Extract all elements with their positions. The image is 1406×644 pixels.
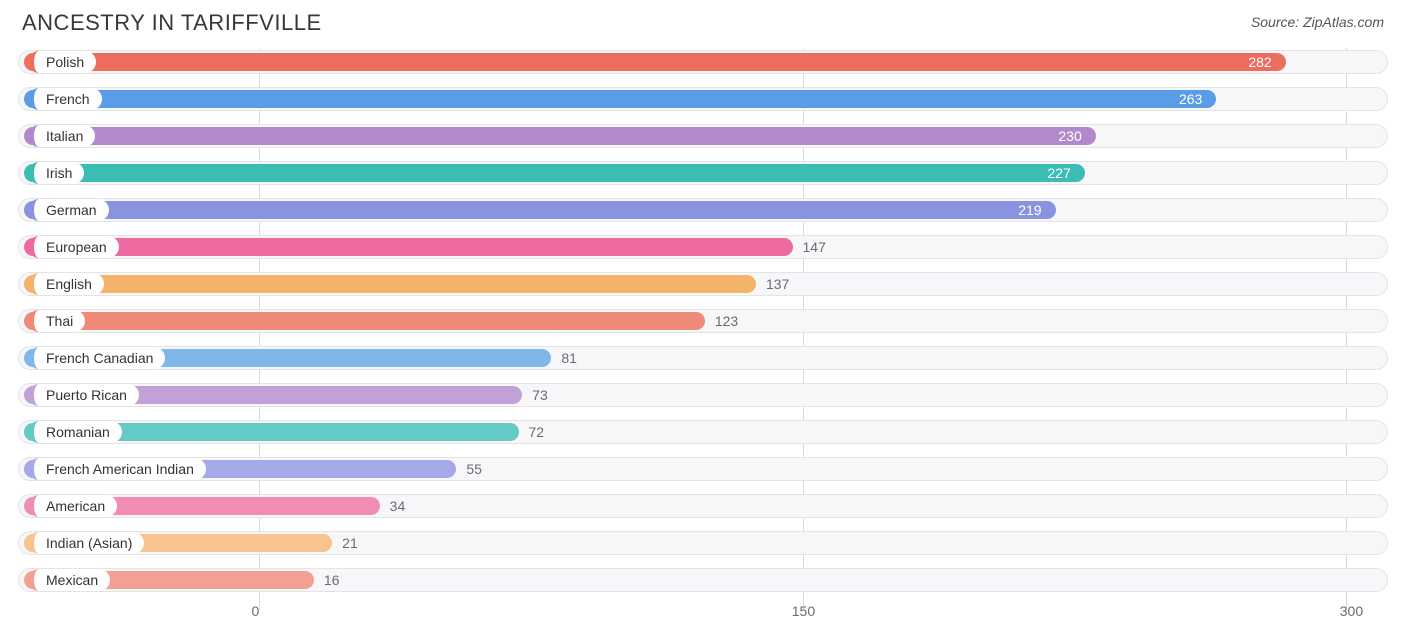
bar-value: 16 (324, 572, 340, 588)
chart-title: ANCESTRY IN TARIFFVILLE (22, 10, 322, 36)
bar (24, 312, 705, 330)
bar-value: 123 (715, 313, 738, 329)
bar-row: English 137 (18, 268, 1388, 300)
category-pill: Puerto Rican (28, 384, 139, 406)
bar-row: German 219 (18, 194, 1388, 226)
bar (24, 90, 1216, 108)
bar-row: Thai 123 (18, 305, 1388, 337)
bar (24, 201, 1056, 219)
category-pill: Polish (28, 51, 96, 73)
bar-row: Indian (Asian) 21 (18, 527, 1388, 559)
bar-value: 73 (532, 387, 548, 403)
bar-row: French 263 (18, 83, 1388, 115)
bar-row: French American Indian 55 (18, 453, 1388, 485)
bar-value: 230 (1058, 128, 1081, 144)
category-pill: French American Indian (28, 458, 206, 480)
x-axis: 0 150 300 (18, 601, 1388, 629)
category-pill: Mexican (28, 569, 110, 591)
bar-row: Romanian 72 (18, 416, 1388, 448)
category-pill: American (28, 495, 117, 517)
bar-row: American 34 (18, 490, 1388, 522)
bar (24, 53, 1286, 71)
axis-tick: 300 (1340, 603, 1363, 619)
bar-row: Polish 282 (18, 46, 1388, 78)
category-pill: Irish (28, 162, 84, 184)
category-pill: Indian (Asian) (28, 532, 144, 554)
bar-row: European 147 (18, 231, 1388, 263)
category-pill: German (28, 199, 109, 221)
bar-value: 137 (766, 276, 789, 292)
category-pill: European (28, 236, 119, 258)
bar-value: 81 (561, 350, 577, 366)
bar-value: 55 (466, 461, 482, 477)
category-pill: French (28, 88, 102, 110)
source-label: Source: ZipAtlas.com (1251, 10, 1384, 30)
bar-value: 219 (1018, 202, 1041, 218)
category-pill: Romanian (28, 421, 122, 443)
bar-row: Irish 227 (18, 157, 1388, 189)
bar (24, 275, 756, 293)
category-pill: Italian (28, 125, 95, 147)
axis-tick: 0 (252, 603, 260, 619)
bar-value: 147 (803, 239, 826, 255)
bar-row: French Canadian 81 (18, 342, 1388, 374)
category-pill: English (28, 273, 104, 295)
bar-row: Puerto Rican 73 (18, 379, 1388, 411)
ancestry-bar-chart: Polish 282 French 263 Italian 230 Irish 227 Germ… (0, 40, 1406, 596)
category-pill: French Canadian (28, 347, 165, 369)
bar-value: 227 (1047, 165, 1070, 181)
bar-row: Italian 230 (18, 120, 1388, 152)
axis-tick: 150 (792, 603, 815, 619)
bar-value: 263 (1179, 91, 1202, 107)
bar-row: Mexican 16 (18, 564, 1388, 596)
chart-header: ANCESTRY IN TARIFFVILLE Source: ZipAtlas… (0, 0, 1406, 40)
bar-value: 34 (390, 498, 406, 514)
bar (24, 164, 1085, 182)
bar-value: 72 (529, 424, 545, 440)
bar-value: 21 (342, 535, 358, 551)
bar (24, 238, 793, 256)
category-pill: Thai (28, 310, 85, 332)
bar-value: 282 (1248, 54, 1271, 70)
bar (24, 127, 1096, 145)
